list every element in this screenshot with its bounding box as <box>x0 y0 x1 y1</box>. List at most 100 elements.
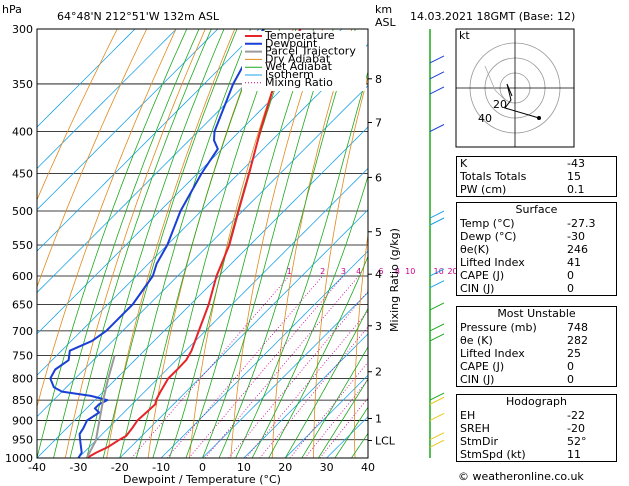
mixing-ratio-label: 6 <box>378 267 383 276</box>
wind-barb <box>429 432 445 441</box>
isotherm-line <box>37 29 219 211</box>
legend-entry: Isotherm <box>265 68 314 81</box>
km-tick-label: 3 <box>375 320 382 333</box>
pressure-tick-label: 850 <box>12 394 33 407</box>
pressure-tick-label: 600 <box>12 270 33 283</box>
totals-totals-row: Totals Totals 15 <box>460 170 581 183</box>
copyright-footer: © weatheronline.co.uk <box>458 470 584 483</box>
location-title: 64°48'N 212°51'W 132m ASL <box>57 10 220 23</box>
temperature-tick-label: 40 <box>361 461 375 474</box>
pressure-tick-label: 700 <box>12 325 33 338</box>
dry-adiabat-line <box>189 29 294 458</box>
pressure-tick-label: 750 <box>12 349 33 362</box>
wind-barb <box>429 217 445 226</box>
wet-adiabat-line <box>301 346 368 458</box>
hodograph-storm-motion <box>484 65 506 101</box>
wet-adiabat-line <box>185 29 315 458</box>
pressure-tick-label: 300 <box>12 23 33 36</box>
wet-adiabat-line <box>53 29 200 458</box>
isotherm-line <box>202 291 368 458</box>
mixing-ratio-label: 10 <box>405 267 415 276</box>
wind-barb <box>429 268 445 277</box>
temperature-tick-label: 30 <box>320 461 334 474</box>
isotherm-line <box>37 29 177 169</box>
mu-theta-row: θe (K) 282 <box>460 334 588 347</box>
x-axis-label: Dewpoint / Temperature (°C) <box>123 473 281 486</box>
pressure-tick-label: 650 <box>12 299 33 312</box>
surface-temp-row: Temp (°C) -27.3 <box>460 217 596 230</box>
mixing-ratio-label: 1 <box>287 267 292 276</box>
wind-barb <box>429 413 445 421</box>
dry-adiabat-line <box>354 231 368 458</box>
surface-table: Surface Temp (°C) -27.3 Dewp (°C) -30 θe(K… <box>456 202 617 296</box>
most-unstable-table: Most Unstable Pressure (mb) 748 θe (K) 282… <box>456 306 617 387</box>
pressure-tick-label: 950 <box>12 434 33 447</box>
hodograph-table: Hodograph EH -22 SREH -20 StmDir 52° StmSpd… <box>456 394 617 462</box>
wind-barb <box>429 210 445 219</box>
hodograph-unit-label: kt <box>459 29 470 42</box>
isotherm-line <box>160 250 368 458</box>
km-tick-label: 7 <box>375 116 382 129</box>
km-tick-label: 2 <box>375 366 382 379</box>
legend-entry: Temperature <box>264 29 335 42</box>
wind-barb <box>429 392 445 401</box>
wet-adiabat-line <box>119 29 251 458</box>
wind-barb <box>429 396 445 405</box>
wet-adiabat-line <box>317 378 368 458</box>
wind-barb <box>429 323 445 332</box>
dry-adiabat-line <box>37 29 177 409</box>
wet-adiabat-line <box>135 29 266 458</box>
surface-title: Surface <box>515 203 558 216</box>
mixing-ratio-label: 2 <box>320 267 325 276</box>
legend-entry: Dry Adiabat <box>265 52 331 65</box>
isotherm-line <box>37 29 343 335</box>
km-tick-label: 6 <box>375 171 382 184</box>
wind-barb <box>429 71 445 80</box>
eh-row: EH -22 <box>460 409 585 422</box>
wet-adiabat-line <box>218 29 356 458</box>
hodograph-trace <box>504 83 540 119</box>
mixing-ratio-line <box>289 361 368 458</box>
most-unstable-title: Most Unstable <box>497 307 576 320</box>
mu-cape-row: CAPE (J) 0 <box>460 360 574 373</box>
wet-adiabat-line <box>69 29 212 458</box>
mixing-ratio-label: 4 <box>356 267 361 276</box>
wind-barb <box>429 124 445 132</box>
wind-barb <box>429 86 445 95</box>
km-tick-label: 4 <box>375 268 382 281</box>
hodograph-table-title: Hodograph <box>506 395 567 408</box>
dry-adiabat-line <box>230 29 324 458</box>
mixing-ratio-label: 3 <box>341 267 346 276</box>
isotherm-line <box>37 43 368 376</box>
sreh-row: SREH -20 <box>460 422 585 435</box>
asl-label: ASL <box>375 16 397 29</box>
parcel-trajectory-profile <box>85 355 116 458</box>
mixing-ratio-label: 20 <box>447 267 457 276</box>
surface-cape-row: CAPE (J) 0 <box>460 269 574 282</box>
k-index-row: K -43 <box>460 157 585 170</box>
mu-cin-row: CIN (J) 0 <box>460 373 574 386</box>
stmdir-row: StmDir 52° <box>460 435 587 448</box>
wet-adiabat-line <box>152 29 281 458</box>
legend-entry: Wet Adiabat <box>265 60 333 73</box>
km-tick-label: LCL <box>375 434 396 447</box>
legend-entry: Dewpoint <box>265 37 318 50</box>
surface-li-row: Lifted Index 41 <box>460 256 581 269</box>
pressure-tick-label: 350 <box>12 78 33 91</box>
isotherm-line <box>119 209 368 458</box>
plot-background <box>37 29 368 458</box>
dry-adiabat-line <box>37 29 118 201</box>
indices-table: K -43 Totals Totals 15 PW (cm) 0.1 <box>456 156 617 197</box>
mu-pressure-row: Pressure (mb) 748 <box>460 321 588 334</box>
isotherm-line <box>37 29 301 294</box>
km-label: km <box>375 3 392 16</box>
isotherm-line <box>37 29 260 252</box>
temperature-tick-label: -10 <box>152 461 170 474</box>
wind-barb <box>429 280 445 289</box>
wet-adiabat-line <box>102 29 238 458</box>
temperature-profile <box>86 29 302 458</box>
wet-adiabat-line <box>284 307 368 458</box>
surface-theta-row: θe(K) 246 <box>460 243 588 256</box>
legend-entry: Parcel Trajectory <box>265 45 356 58</box>
